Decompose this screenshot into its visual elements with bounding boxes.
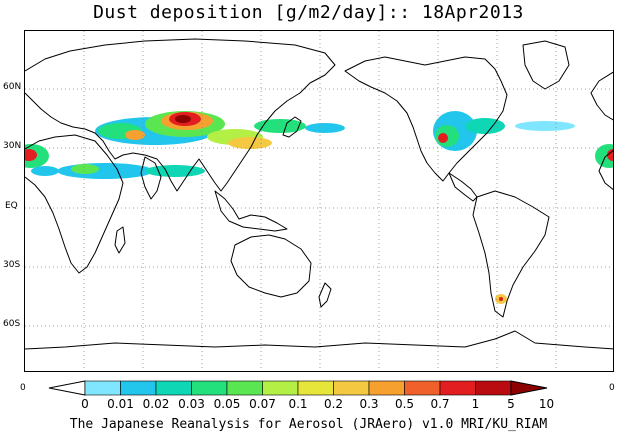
legend-swatch bbox=[439, 380, 476, 396]
legend-swatch bbox=[155, 380, 192, 396]
credit-line: The Japanese Reanalysis for Aerosol (JRA… bbox=[69, 417, 548, 432]
map-title: Dust deposition [g/m2/day]:: 18Apr2013 bbox=[93, 2, 524, 23]
lat-label-60s: 60S bbox=[3, 319, 21, 329]
coastlines bbox=[25, 38, 613, 350]
legend-tick-label: 0.3 bbox=[359, 397, 379, 411]
coast-new-zealand bbox=[318, 282, 332, 308]
coast-india bbox=[140, 156, 162, 200]
legend-tick-label: 0.01 bbox=[107, 397, 134, 411]
legend-tick-label: 0.7 bbox=[430, 397, 450, 411]
coast-europe-right bbox=[590, 71, 613, 121]
dust-plume-layer bbox=[25, 111, 613, 304]
legend-tick-label: 0.2 bbox=[323, 397, 344, 411]
legend-arrow-high bbox=[510, 380, 548, 396]
coast-japan bbox=[282, 116, 302, 138]
dust-plume-sahel bbox=[57, 163, 153, 179]
dust-plume-pacific bbox=[305, 123, 345, 133]
coast-southeast-asia bbox=[214, 190, 288, 232]
map-canvas bbox=[25, 31, 613, 371]
legend-tick-label: 0 bbox=[81, 397, 89, 411]
coast-australia bbox=[230, 234, 312, 298]
dust-plume-east-atlantic bbox=[595, 144, 613, 168]
lat-label-60n: 60N bbox=[3, 82, 22, 92]
legend-swatch bbox=[333, 380, 370, 396]
legend-tick-label: 0.02 bbox=[142, 397, 170, 411]
legend-tick-label: 10 bbox=[538, 397, 555, 411]
coast-north-america bbox=[344, 56, 508, 182]
color-legend-bar bbox=[48, 380, 548, 396]
coast-south-america bbox=[472, 190, 550, 318]
legend-swatch bbox=[297, 380, 334, 396]
legend-swatch bbox=[84, 380, 121, 396]
dust-plume-iran bbox=[125, 130, 145, 140]
coast-africa-right bbox=[598, 149, 613, 191]
dust-plume-west-atlantic-core bbox=[25, 149, 37, 161]
dust-plume-india bbox=[145, 165, 205, 177]
legend-tick-label: 0.1 bbox=[288, 397, 308, 411]
legend-tick-label: 5 bbox=[507, 397, 515, 411]
lat-label-eq: EQ bbox=[5, 201, 18, 211]
dust-plume-north-atlantic bbox=[515, 121, 575, 131]
dust-plume-us-core bbox=[438, 133, 448, 143]
legend-tick-label: 0.07 bbox=[249, 397, 276, 411]
coast-africa bbox=[25, 134, 124, 274]
dust-plume-caribbean bbox=[31, 166, 59, 176]
dust-plume-west-africa bbox=[71, 164, 99, 174]
legend-swatch bbox=[191, 380, 228, 396]
legend-swatch bbox=[226, 380, 263, 396]
dust-plume-patagonia-core bbox=[499, 297, 503, 301]
coast-central-america bbox=[448, 172, 478, 202]
edge-label-right: 0 bbox=[609, 383, 615, 393]
coast-greenland bbox=[522, 40, 570, 90]
dust-plume-east-china bbox=[228, 137, 272, 149]
graticule bbox=[25, 31, 613, 371]
lat-label-30n: 30N bbox=[3, 141, 22, 151]
legend-swatch bbox=[368, 380, 405, 396]
edge-label-left: 0 bbox=[20, 383, 26, 393]
coast-madagascar bbox=[114, 226, 126, 254]
legend-arrow-low bbox=[48, 380, 86, 396]
legend-swatch bbox=[404, 380, 441, 396]
legend-tick-label: 0.5 bbox=[394, 397, 415, 411]
dust-plume-japan bbox=[254, 119, 306, 133]
legend-tick-label: 0.05 bbox=[213, 397, 241, 411]
legend-swatch bbox=[475, 380, 512, 396]
coast-antarctica bbox=[25, 330, 613, 350]
dust-plume-gobi-core bbox=[175, 115, 191, 123]
legend-swatch bbox=[262, 380, 299, 396]
legend-tick-label: 0.03 bbox=[178, 397, 205, 411]
dust-plume-us-east bbox=[465, 118, 505, 134]
world-map bbox=[24, 30, 614, 372]
coast-eurasia bbox=[25, 38, 336, 192]
legend-tick-label: 1 bbox=[471, 397, 480, 411]
lat-label-30s: 30S bbox=[3, 260, 21, 270]
legend-swatch bbox=[120, 380, 157, 396]
